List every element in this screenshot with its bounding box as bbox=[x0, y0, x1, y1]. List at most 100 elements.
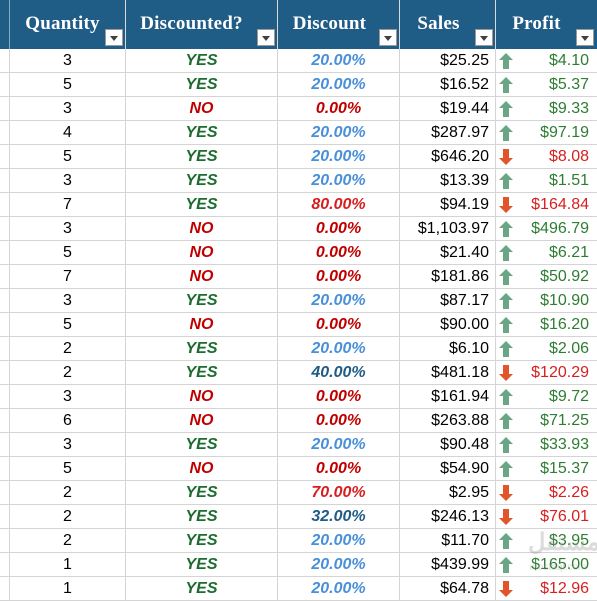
cell-sales[interactable]: $87.17 bbox=[400, 289, 496, 313]
cell-discount[interactable]: 20.00% bbox=[278, 553, 400, 577]
cell-sales[interactable]: $21.40 bbox=[400, 241, 496, 265]
cell-discount[interactable]: 20.00% bbox=[278, 145, 400, 169]
cell-prev-column[interactable] bbox=[0, 481, 10, 505]
filter-dropdown-profit[interactable] bbox=[576, 29, 594, 46]
cell-discount[interactable]: 70.00% bbox=[278, 481, 400, 505]
cell-profit[interactable]: $3.95 bbox=[496, 529, 597, 553]
cell-prev-column[interactable] bbox=[0, 409, 10, 433]
cell-prev-column[interactable] bbox=[0, 241, 10, 265]
cell-discounted[interactable]: YES bbox=[126, 49, 278, 73]
cell-sales[interactable]: $64.78 bbox=[400, 577, 496, 601]
cell-discount[interactable]: 20.00% bbox=[278, 121, 400, 145]
cell-quantity[interactable]: 5 bbox=[10, 457, 126, 481]
cell-discounted[interactable]: YES bbox=[126, 553, 278, 577]
cell-quantity[interactable]: 6 bbox=[10, 409, 126, 433]
cell-sales[interactable]: $2.95 bbox=[400, 481, 496, 505]
filter-dropdown-discount[interactable] bbox=[379, 29, 397, 46]
cell-quantity[interactable]: 3 bbox=[10, 97, 126, 121]
cell-quantity[interactable]: 3 bbox=[10, 169, 126, 193]
cell-discounted[interactable]: YES bbox=[126, 433, 278, 457]
cell-prev-column[interactable] bbox=[0, 169, 10, 193]
cell-sales[interactable]: $54.90 bbox=[400, 457, 496, 481]
cell-discount[interactable]: 20.00% bbox=[278, 49, 400, 73]
cell-profit[interactable]: $2.06 bbox=[496, 337, 597, 361]
cell-prev-column[interactable] bbox=[0, 265, 10, 289]
cell-discount[interactable]: 0.00% bbox=[278, 409, 400, 433]
cell-discounted[interactable]: YES bbox=[126, 529, 278, 553]
cell-discount[interactable]: 0.00% bbox=[278, 313, 400, 337]
cell-quantity[interactable]: 3 bbox=[10, 49, 126, 73]
cell-sales[interactable]: $6.10 bbox=[400, 337, 496, 361]
cell-discounted[interactable]: YES bbox=[126, 337, 278, 361]
header-cell-quantity[interactable]: Quantity bbox=[10, 0, 126, 49]
cell-discounted[interactable]: YES bbox=[126, 121, 278, 145]
cell-discounted[interactable]: NO bbox=[126, 385, 278, 409]
cell-sales[interactable]: $16.52 bbox=[400, 73, 496, 97]
cell-profit[interactable]: $496.79 bbox=[496, 217, 597, 241]
cell-quantity[interactable]: 7 bbox=[10, 265, 126, 289]
cell-prev-column[interactable] bbox=[0, 145, 10, 169]
filter-dropdown-sales[interactable] bbox=[475, 29, 493, 46]
cell-discount[interactable]: 0.00% bbox=[278, 241, 400, 265]
cell-quantity[interactable]: 3 bbox=[10, 433, 126, 457]
cell-profit[interactable]: $165.00 bbox=[496, 553, 597, 577]
cell-sales[interactable]: $439.99 bbox=[400, 553, 496, 577]
cell-prev-column[interactable] bbox=[0, 385, 10, 409]
cell-discounted[interactable]: YES bbox=[126, 145, 278, 169]
cell-profit[interactable]: $76.01 bbox=[496, 505, 597, 529]
filter-dropdown-quantity[interactable] bbox=[105, 29, 123, 46]
cell-discount[interactable]: 0.00% bbox=[278, 265, 400, 289]
cell-quantity[interactable]: 5 bbox=[10, 313, 126, 337]
cell-quantity[interactable]: 5 bbox=[10, 145, 126, 169]
cell-sales[interactable]: $287.97 bbox=[400, 121, 496, 145]
cell-profit[interactable]: $71.25 bbox=[496, 409, 597, 433]
cell-discount[interactable]: 80.00% bbox=[278, 193, 400, 217]
cell-discounted[interactable]: NO bbox=[126, 313, 278, 337]
cell-quantity[interactable]: 3 bbox=[10, 289, 126, 313]
cell-prev-column[interactable] bbox=[0, 313, 10, 337]
cell-prev-column[interactable] bbox=[0, 193, 10, 217]
cell-discounted[interactable]: NO bbox=[126, 457, 278, 481]
cell-quantity[interactable]: 2 bbox=[10, 361, 126, 385]
cell-prev-column[interactable] bbox=[0, 97, 10, 121]
cell-discounted[interactable]: NO bbox=[126, 409, 278, 433]
cell-prev-column[interactable] bbox=[0, 121, 10, 145]
cell-discount[interactable]: 20.00% bbox=[278, 169, 400, 193]
cell-prev-column[interactable] bbox=[0, 577, 10, 601]
cell-profit[interactable]: $6.21 bbox=[496, 241, 597, 265]
cell-prev-column[interactable] bbox=[0, 73, 10, 97]
cell-prev-column[interactable] bbox=[0, 505, 10, 529]
cell-sales[interactable]: $181.86 bbox=[400, 265, 496, 289]
cell-sales[interactable]: $481.18 bbox=[400, 361, 496, 385]
cell-discount[interactable]: 20.00% bbox=[278, 73, 400, 97]
cell-quantity[interactable]: 3 bbox=[10, 217, 126, 241]
cell-discounted[interactable]: YES bbox=[126, 169, 278, 193]
cell-sales[interactable]: $19.44 bbox=[400, 97, 496, 121]
cell-profit[interactable]: $9.33 bbox=[496, 97, 597, 121]
cell-sales[interactable]: $246.13 bbox=[400, 505, 496, 529]
cell-profit[interactable]: $97.19 bbox=[496, 121, 597, 145]
cell-profit[interactable]: $8.08 bbox=[496, 145, 597, 169]
cell-profit[interactable]: $10.90 bbox=[496, 289, 597, 313]
cell-prev-column[interactable] bbox=[0, 289, 10, 313]
cell-discount[interactable]: 0.00% bbox=[278, 217, 400, 241]
cell-quantity[interactable]: 4 bbox=[10, 121, 126, 145]
cell-quantity[interactable]: 1 bbox=[10, 577, 126, 601]
cell-prev-column[interactable] bbox=[0, 337, 10, 361]
cell-discount[interactable]: 20.00% bbox=[278, 577, 400, 601]
cell-profit[interactable]: $120.29 bbox=[496, 361, 597, 385]
cell-prev-column[interactable] bbox=[0, 553, 10, 577]
cell-quantity[interactable]: 2 bbox=[10, 337, 126, 361]
cell-profit[interactable]: $15.37 bbox=[496, 457, 597, 481]
cell-sales[interactable]: $90.48 bbox=[400, 433, 496, 457]
cell-discounted[interactable]: YES bbox=[126, 193, 278, 217]
cell-profit[interactable]: $9.72 bbox=[496, 385, 597, 409]
cell-discounted[interactable]: YES bbox=[126, 73, 278, 97]
cell-profit[interactable]: $12.96 bbox=[496, 577, 597, 601]
cell-prev-column[interactable] bbox=[0, 457, 10, 481]
cell-prev-column[interactable] bbox=[0, 217, 10, 241]
cell-sales[interactable]: $13.39 bbox=[400, 169, 496, 193]
cell-quantity[interactable]: 7 bbox=[10, 193, 126, 217]
cell-prev-column[interactable] bbox=[0, 529, 10, 553]
cell-quantity[interactable]: 3 bbox=[10, 385, 126, 409]
